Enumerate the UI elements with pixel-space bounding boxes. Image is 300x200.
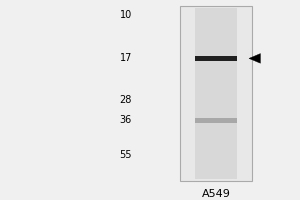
Bar <box>180 6 252 181</box>
Text: 36: 36 <box>120 115 132 125</box>
Text: 10: 10 <box>120 10 132 20</box>
Text: 17: 17 <box>120 53 132 63</box>
Bar <box>195 8 237 179</box>
Polygon shape <box>249 54 260 63</box>
Text: A549: A549 <box>202 189 230 199</box>
Text: 55: 55 <box>119 150 132 160</box>
Bar <box>195 118 237 123</box>
Text: 28: 28 <box>120 95 132 105</box>
Bar <box>195 56 237 61</box>
